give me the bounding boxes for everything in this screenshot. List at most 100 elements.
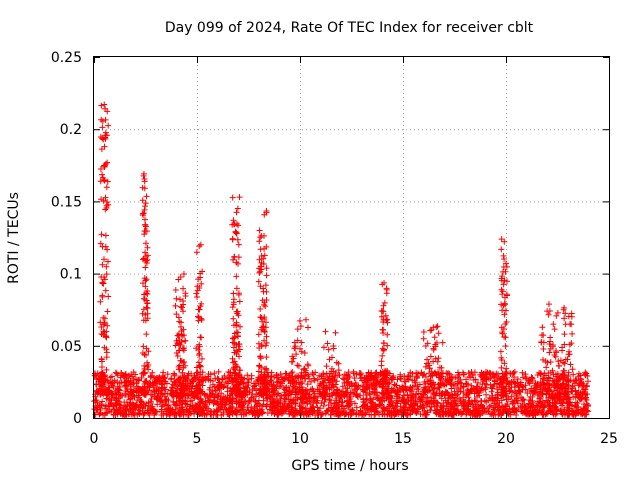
data-point <box>142 264 149 271</box>
data-point <box>211 394 218 401</box>
data-point <box>149 391 156 398</box>
data-point <box>508 384 515 391</box>
data-point <box>110 411 117 418</box>
data-point <box>140 401 147 408</box>
data-point <box>104 159 111 166</box>
data-point <box>534 381 541 388</box>
data-point <box>143 253 150 260</box>
data-point <box>308 405 315 412</box>
data-point <box>489 385 496 392</box>
data-point <box>502 321 509 328</box>
data-point <box>332 329 339 336</box>
data-point <box>138 398 145 405</box>
data-point <box>290 355 297 362</box>
y-tick-labels: 0 0.05 0.1 0.15 0.2 0.25 <box>51 50 82 427</box>
data-point <box>544 359 551 366</box>
data-point <box>432 398 439 405</box>
data-point <box>561 315 568 322</box>
data-point <box>186 408 193 415</box>
data-point <box>383 285 390 292</box>
data-point <box>302 367 309 374</box>
data-point <box>332 391 339 398</box>
data-point <box>147 380 154 387</box>
x-tick-label: 0 <box>90 431 99 447</box>
data-point <box>513 411 520 418</box>
data-point <box>184 395 191 402</box>
data-point <box>522 409 529 416</box>
data-point <box>168 387 175 394</box>
data-point <box>578 410 585 417</box>
data-point <box>553 377 560 384</box>
data-point <box>514 379 521 386</box>
data-point <box>491 374 498 381</box>
data-point <box>236 194 243 201</box>
data-point <box>210 412 217 419</box>
data-point <box>359 403 366 410</box>
data-point <box>126 402 133 409</box>
data-point <box>530 402 537 409</box>
data-point <box>483 398 490 405</box>
data-point <box>500 268 507 275</box>
data-point <box>469 401 476 408</box>
data-point <box>232 366 239 373</box>
data-point <box>233 259 240 266</box>
data-point <box>180 308 187 315</box>
data-point <box>101 315 108 322</box>
data-point <box>373 377 380 384</box>
data-point <box>226 410 233 417</box>
data-point <box>534 403 541 410</box>
data-point <box>577 407 584 414</box>
data-point <box>379 352 386 359</box>
data-point <box>361 411 368 418</box>
data-point <box>366 397 373 404</box>
data-point <box>552 353 559 360</box>
data-point <box>322 395 329 402</box>
data-point <box>144 315 151 322</box>
data-point <box>263 354 270 361</box>
data-point <box>337 393 344 400</box>
data-point <box>291 378 298 385</box>
data-point <box>153 395 160 402</box>
data-point <box>417 411 424 418</box>
data-point <box>196 352 203 359</box>
data-point <box>199 400 206 407</box>
data-point <box>243 388 250 395</box>
data-point <box>304 381 311 388</box>
data-point <box>572 376 579 383</box>
data-point <box>229 355 236 362</box>
data-point <box>482 386 489 393</box>
data-point <box>424 360 430 367</box>
data-point <box>245 409 252 416</box>
data-point <box>528 385 535 392</box>
data-point <box>94 407 101 414</box>
data-point <box>365 370 372 377</box>
data-point <box>514 376 521 383</box>
data-point <box>457 408 464 415</box>
data-point <box>234 236 241 243</box>
data-point <box>99 135 106 142</box>
data-point <box>528 374 535 381</box>
data-point <box>157 397 164 404</box>
data-point <box>231 349 238 356</box>
data-point <box>543 397 550 404</box>
data-point <box>499 383 506 390</box>
data-point <box>247 395 254 402</box>
data-point <box>503 291 510 298</box>
data-point <box>269 383 276 390</box>
data-point <box>177 378 184 385</box>
data-point <box>542 411 549 418</box>
data-point <box>290 396 297 403</box>
data-point <box>105 379 112 386</box>
data-point <box>384 331 391 338</box>
data-point <box>435 355 442 362</box>
data-point <box>414 383 421 390</box>
data-point <box>205 376 212 383</box>
data-point <box>582 372 589 379</box>
data-point <box>290 408 297 415</box>
data-point <box>198 280 205 287</box>
data-point <box>182 378 189 385</box>
data-point <box>354 385 361 392</box>
data-point <box>195 276 202 283</box>
data-point <box>289 384 296 391</box>
data-point <box>469 385 476 392</box>
